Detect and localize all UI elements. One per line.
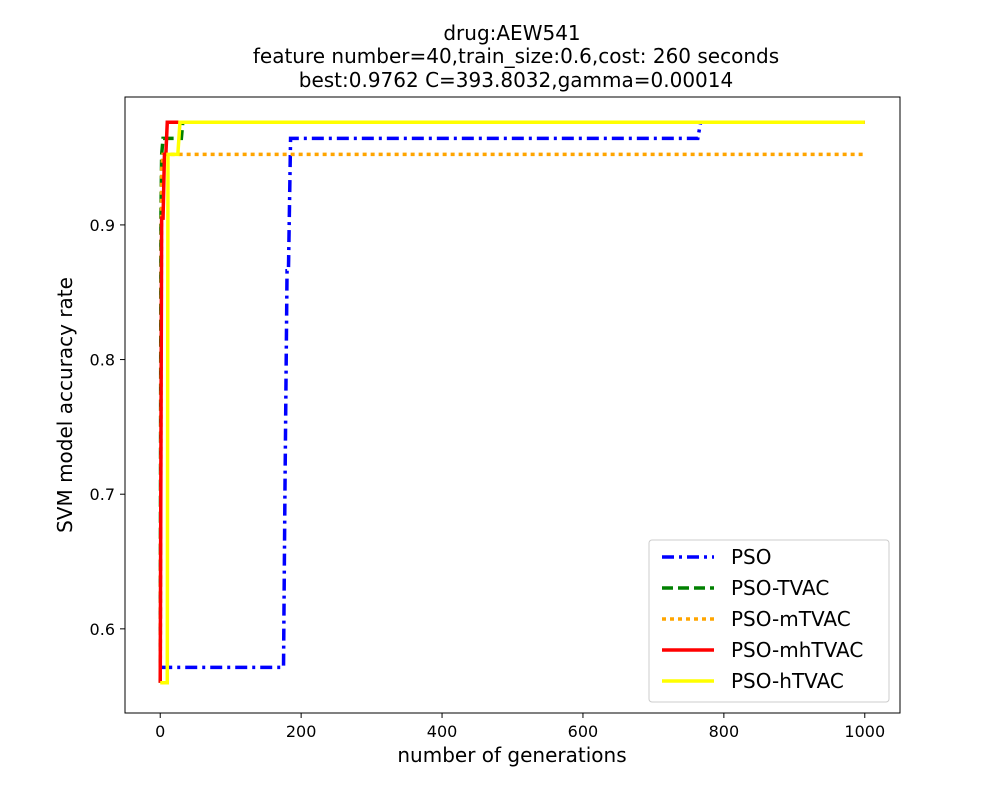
legend-label-pso-htvac: PSO-hTVAC [731,669,844,693]
legend: PSO PSO-TVAC PSO-mTVAC PSO-mhTVAC PSO-hTVAC [648,539,890,703]
x-tick-label: 0 [155,722,165,741]
series-line-pso-htvac [160,120,865,685]
legend-label-pso-mtvac: PSO-mTVAC [731,607,851,631]
y-tick-label: 0.7 [90,485,115,504]
y-tick-label: 0.8 [90,351,115,370]
plot-frame [124,96,901,714]
chart-title: drug:AEW541 feature number=40,train_size… [253,21,779,92]
x-tick-label: 1000 [844,722,885,741]
y-tick-label: 0.9 [90,216,115,235]
chart-title-line-1: drug:AEW541 [443,21,580,45]
x-tick-label: 800 [709,722,740,741]
x-axis-label: number of generations [397,743,626,767]
series-line-pso [160,120,865,670]
legend-label-pso-tvac: PSO-TVAC [731,576,829,600]
y-tick-label: 0.6 [90,620,115,639]
legend-entries: PSO PSO-TVAC PSO-mTVAC PSO-mhTVAC PSO-hTVAC [662,545,863,693]
series-line-pso-mhtvac [158,120,865,683]
x-tick-label: 400 [427,722,458,741]
chart-title-line-2: feature number=40,train_size:0.6,cost: 2… [253,44,779,68]
chart-title-line-3: best:0.9762 C=393.8032,gamma=0.00014 [299,68,733,92]
x-tick-label: 600 [568,722,599,741]
y-axis-label: SVM model accuracy rate [53,277,77,533]
x-tick-label: 200 [286,722,317,741]
legend-label-pso-mhtvac: PSO-mhTVAC [731,638,863,662]
legend-box [648,539,890,703]
series-layer [158,120,865,685]
ticks-layer: 0 200 400 600 800 1000 0.6 0.7 0.8 0.9 [90,216,886,741]
legend-label-pso: PSO [731,545,772,569]
